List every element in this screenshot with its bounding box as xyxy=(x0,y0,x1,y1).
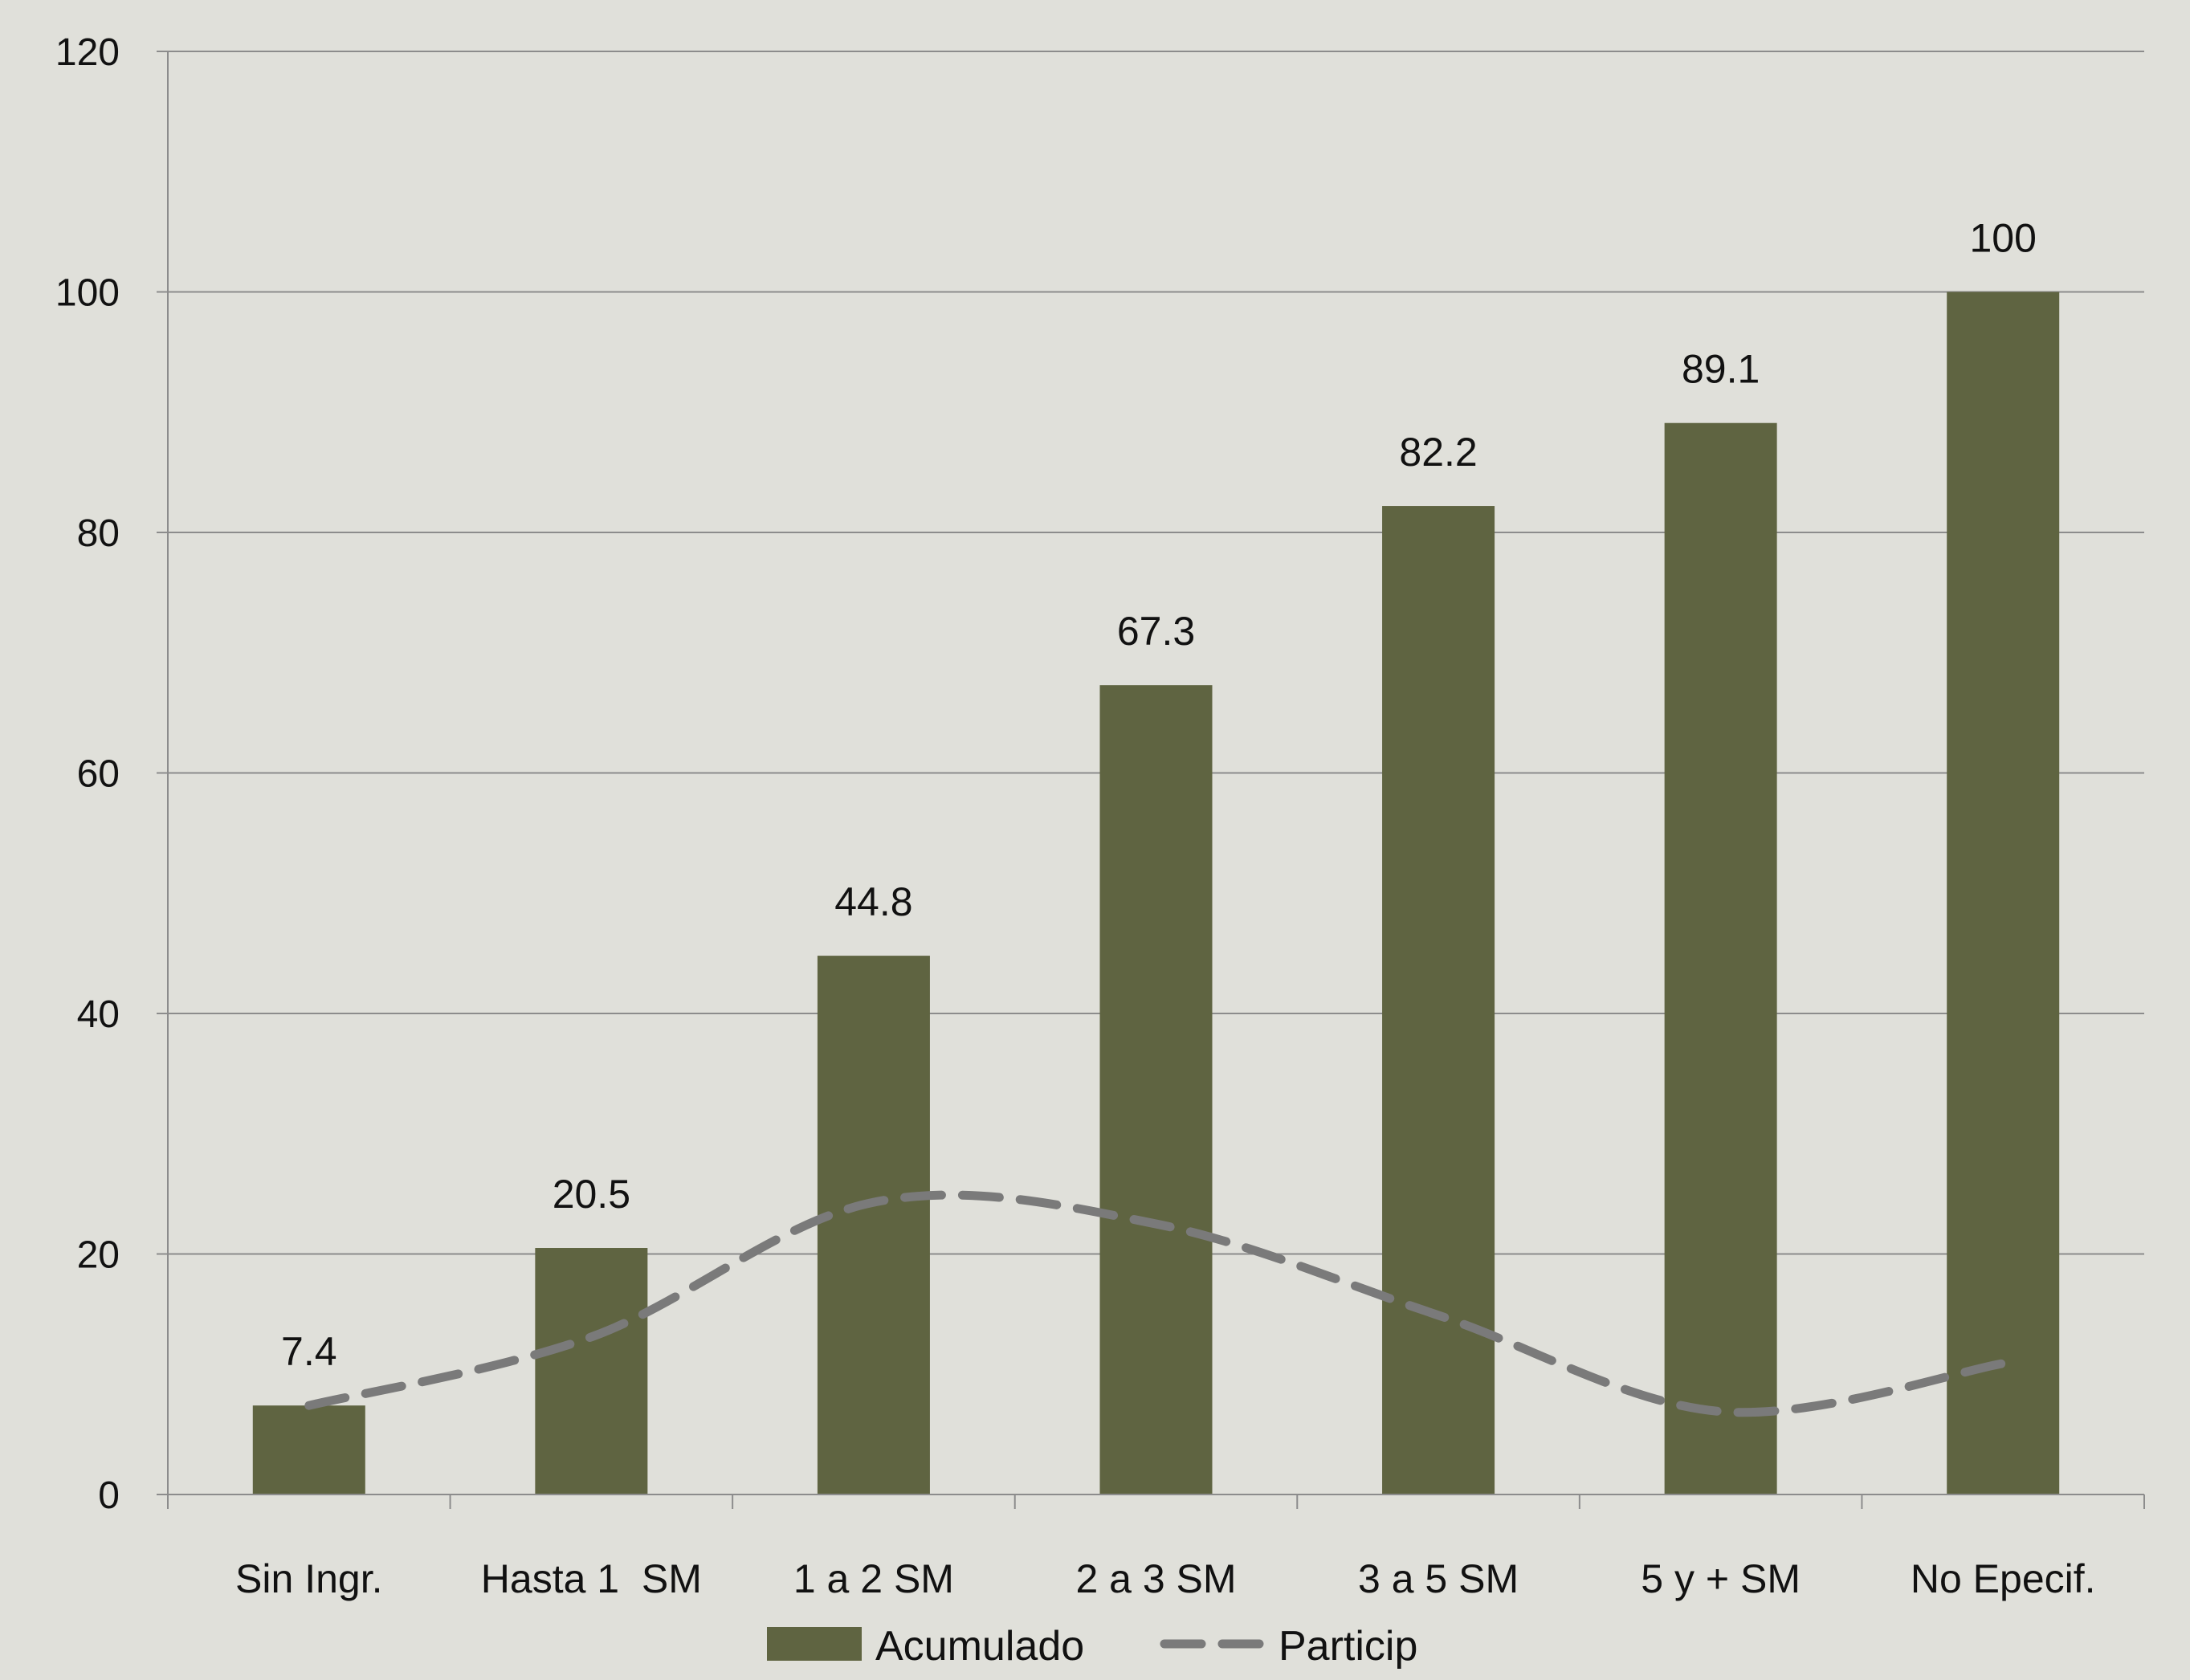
x-tick-label: 3 a 5 SM xyxy=(1358,1556,1519,1601)
bar-series-acumulado xyxy=(252,292,2060,1495)
legend-label-acumulado: Acumulado xyxy=(875,1623,1084,1670)
bar xyxy=(252,1405,365,1494)
x-tick-label: Sin Ingr. xyxy=(235,1556,382,1601)
legend-swatch-acumulado xyxy=(767,1627,862,1661)
bar xyxy=(817,956,930,1494)
bar xyxy=(535,1248,648,1494)
x-tick-label: 5 y + SM xyxy=(1641,1556,1801,1601)
y-tick-label: 0 xyxy=(98,1474,120,1517)
bar-data-label: 89.1 xyxy=(1682,347,1760,392)
data-labels: 7.4 20.5 44.8 67.3 82.2 89.1 100 xyxy=(281,216,2037,1375)
bar-data-label: 67.3 xyxy=(1117,609,1195,654)
x-tick-label: 1 a 2 SM xyxy=(793,1556,954,1601)
bar xyxy=(1664,422,1777,1494)
y-tick-label: 60 xyxy=(77,753,120,796)
bar xyxy=(1382,506,1495,1495)
y-tick-label: 40 xyxy=(77,993,120,1036)
bar-data-label: 82.2 xyxy=(1399,430,1477,475)
y-tick-label: 80 xyxy=(77,512,120,555)
bar-data-label: 20.5 xyxy=(553,1172,630,1217)
legend-label-particip: Particip xyxy=(1279,1623,1417,1670)
y-tick-label: 100 xyxy=(55,272,120,315)
bar-data-label: 7.4 xyxy=(281,1329,337,1374)
bar-data-label: 100 xyxy=(1969,216,2036,261)
y-tick-label: 20 xyxy=(77,1234,120,1277)
line-series-particip xyxy=(304,1190,2008,1417)
axes: 0 20 40 60 80 100 120 Sin Ingr. Hasta 1 SM 1 a 2 … xyxy=(55,31,2145,1601)
x-tick-label: 2 a 3 SM xyxy=(1075,1556,1236,1601)
legend: Acumulado Particip xyxy=(767,1623,1417,1670)
bar xyxy=(1947,292,2060,1494)
bar-data-label: 44.8 xyxy=(834,879,912,924)
y-tick-label: 120 xyxy=(55,31,120,74)
x-tick-label: Hasta 1 SM xyxy=(481,1556,702,1601)
bar xyxy=(1099,685,1213,1494)
x-tick-label: No Epecif. xyxy=(1911,1556,2096,1601)
line-path xyxy=(304,1190,2008,1417)
